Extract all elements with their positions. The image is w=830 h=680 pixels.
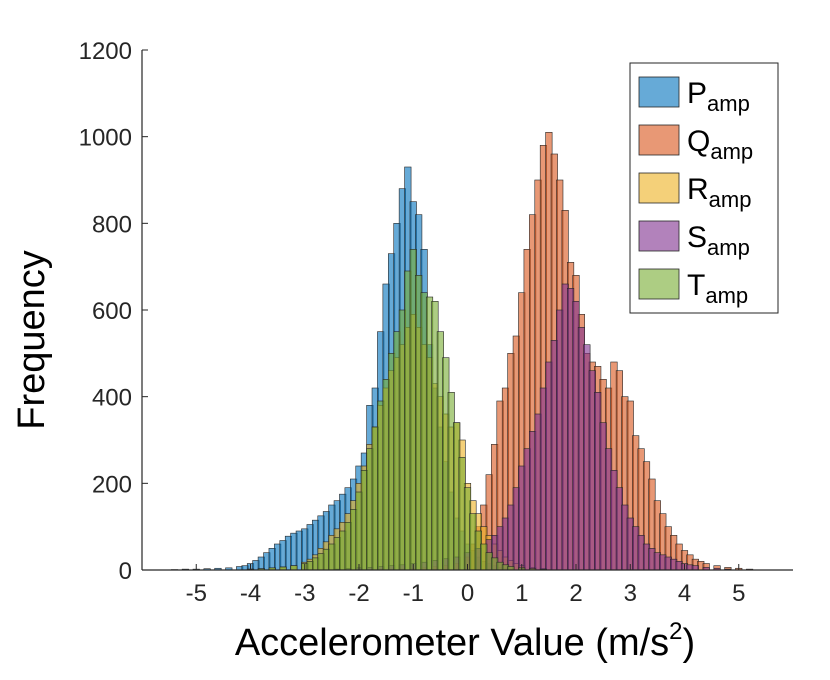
x-tick-label: 0 xyxy=(461,580,474,607)
y-tick-label: 400 xyxy=(92,385,132,412)
legend-label-qamp: Qamp xyxy=(687,125,753,164)
legend-label-base: S xyxy=(687,221,707,254)
y-axis-label: Frequency xyxy=(11,250,53,430)
bar-samp-52 xyxy=(691,565,699,571)
y-tick-label: 200 xyxy=(92,471,132,498)
legend-label-samp: Samp xyxy=(687,221,750,260)
legend-label-subscript: amp xyxy=(709,187,752,212)
legend-label-subscript: amp xyxy=(710,139,753,164)
y-tick-label: 600 xyxy=(92,298,132,325)
legend-label-ramp: Ramp xyxy=(687,173,751,212)
x-tick-label: -3 xyxy=(294,580,315,607)
legend-label-base: R xyxy=(687,173,709,206)
x-tick-label: -5 xyxy=(186,580,207,607)
x-tick-label: 2 xyxy=(569,580,582,607)
tick-labels: 0 200 400 600 800 1000 1200 -5 -4 -3 -2 -1 0 1 2 3 4 5 xyxy=(79,38,746,607)
legend-swatch-qamp xyxy=(638,124,680,156)
bar-tamp-4 xyxy=(290,565,298,571)
y-tick-label: 800 xyxy=(92,211,132,238)
axes xyxy=(141,49,793,571)
x-tick-label: -1 xyxy=(403,580,424,607)
x-tick-label: -2 xyxy=(348,580,369,607)
legend-label-subscript: amp xyxy=(705,283,748,308)
legend-label-base: P xyxy=(687,77,707,110)
legend-label-subscript: amp xyxy=(707,235,750,260)
series-tamp xyxy=(246,249,548,571)
x-tick-label: 3 xyxy=(624,580,637,607)
y-tick-label: 1000 xyxy=(79,125,132,152)
x-axis-label-close: ) xyxy=(683,622,696,664)
x-tick-label: 1 xyxy=(515,580,528,607)
x-axis-label-main: Accelerometer Value (m/s xyxy=(235,622,669,664)
legend-label-pamp: Pamp xyxy=(687,77,750,116)
x-tick-label: -4 xyxy=(240,580,261,607)
legend-swatch-pamp xyxy=(638,76,680,108)
y-tick-label: 0 xyxy=(119,558,132,585)
legend-label-tamp: Tamp xyxy=(687,269,748,308)
legend-label-base: T xyxy=(687,269,705,302)
legend-label-subscript: amp xyxy=(707,91,750,116)
legend-swatch-samp xyxy=(638,220,680,252)
x-tick-label: 4 xyxy=(678,580,691,607)
y-tick-label: 1200 xyxy=(79,38,132,65)
legend-swatch-tamp xyxy=(638,268,680,300)
legend-label-base: Q xyxy=(687,125,710,158)
x-axis-label: Accelerometer Value (m/s2) xyxy=(235,618,695,664)
legend-swatch-ramp xyxy=(638,172,680,204)
x-axis-label-superscript: 2 xyxy=(669,618,682,645)
x-tick-label: 5 xyxy=(732,580,745,607)
